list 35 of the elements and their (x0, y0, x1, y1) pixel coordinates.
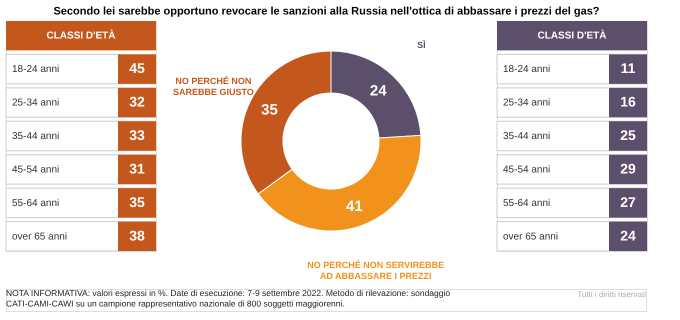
category-label: 35-44 anni (12, 131, 60, 142)
data-label: 45 (129, 60, 145, 76)
slice-label: NO PERCHÉ NON SAREBBE GIUSTO (172, 76, 254, 98)
data-label: 24 (370, 82, 388, 100)
category-label: 25-34 anni (503, 98, 550, 109)
data-label: 38 (129, 227, 145, 244)
data-label: 35 (261, 102, 278, 119)
text: CLASSI D'ETÀ (46, 30, 116, 42)
category-label: over 65 anni (12, 231, 68, 242)
category-label: 25-34 anni (12, 98, 60, 109)
data-label: 35 (129, 194, 145, 210)
category-label: 35-44 anni (503, 131, 550, 142)
data-label: 11 (620, 60, 636, 76)
data-label: 32 (129, 94, 145, 110)
data-label: 16 (620, 94, 636, 110)
category-label: over 65 anni (503, 231, 558, 242)
chart-title: Secondo lei sarebbe opportuno revocare le sanzioni alla Russia nell'ottica di abbassare i prezzi del gas? (53, 6, 600, 18)
data-label: 33 (129, 127, 145, 143)
data-label: 29 (620, 160, 636, 176)
data-label: 31 (129, 160, 145, 176)
text: NOTA INFORMATIVA: valori espressi in %. Date di esecuzione: 7-9 settembre 2022. Metodo di rilevazione: sondaggio CATI-CAMI-CAWI su un campione rappresentativo nazionale di 800 soggetti maggiorenni. (6, 288, 450, 308)
category-label: 55-64 anni (12, 198, 60, 209)
data-label: 24 (620, 227, 636, 244)
data-label: 41 (346, 198, 363, 215)
category-label: 45-54 anni (12, 164, 60, 176)
category-label: 18-24 anni (503, 64, 550, 76)
slice-label: NO PERCHÉ NON SERVIREBBE AD ABBASSARE I PREZZI (307, 260, 444, 282)
category-label: 55-64 anni (503, 198, 550, 209)
category-label: 45-54 anni (503, 164, 550, 176)
data-label: 27 (620, 194, 636, 210)
data-label: 25 (620, 127, 636, 143)
slice-label: SÌ (417, 40, 426, 50)
text: Tutti i diritti riservati (577, 290, 646, 299)
category-label: 18-24 anni (12, 64, 60, 76)
text: CLASSI D'ETÀ (537, 30, 607, 42)
